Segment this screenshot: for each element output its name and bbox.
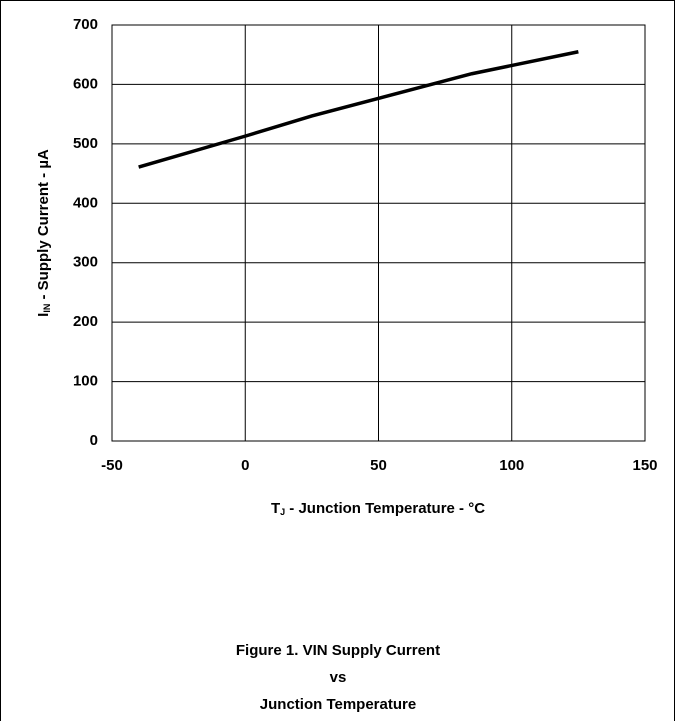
caption-line: vs [330, 669, 347, 686]
y-label-rest: - Supply Current - µA [35, 149, 52, 304]
y-tick-label: 500 [73, 135, 98, 152]
y-label-sub: IN [42, 304, 52, 313]
y-tick-label: 0 [90, 432, 98, 449]
y-label-main: I [35, 313, 52, 317]
x-label-main: T [271, 500, 280, 517]
x-tick-label: -50 [101, 457, 123, 474]
y-tick-label: 700 [73, 16, 98, 33]
x-label-sub: J [280, 507, 285, 517]
y-axis-label: IIN - Supply Current - µA [35, 149, 52, 317]
y-tick-label: 300 [73, 254, 98, 271]
data-line [138, 50, 579, 169]
caption-line: Junction Temperature [260, 696, 416, 713]
x-tick-label: 50 [370, 457, 387, 474]
x-tick-label: 0 [241, 457, 249, 474]
y-tick-label: 200 [73, 313, 98, 330]
x-tick-label: 150 [632, 457, 657, 474]
x-label-rest: - Junction Temperature - °C [285, 500, 485, 517]
y-tick-label: 400 [73, 194, 98, 211]
x-tick-label: 100 [499, 457, 524, 474]
x-axis-label: TJ - Junction Temperature - °C [271, 500, 485, 517]
caption-line: Figure 1. VIN Supply Current [236, 642, 440, 659]
y-tick-label: 100 [73, 373, 98, 390]
plot-border [111, 24, 646, 442]
y-tick-label: 600 [73, 75, 98, 92]
